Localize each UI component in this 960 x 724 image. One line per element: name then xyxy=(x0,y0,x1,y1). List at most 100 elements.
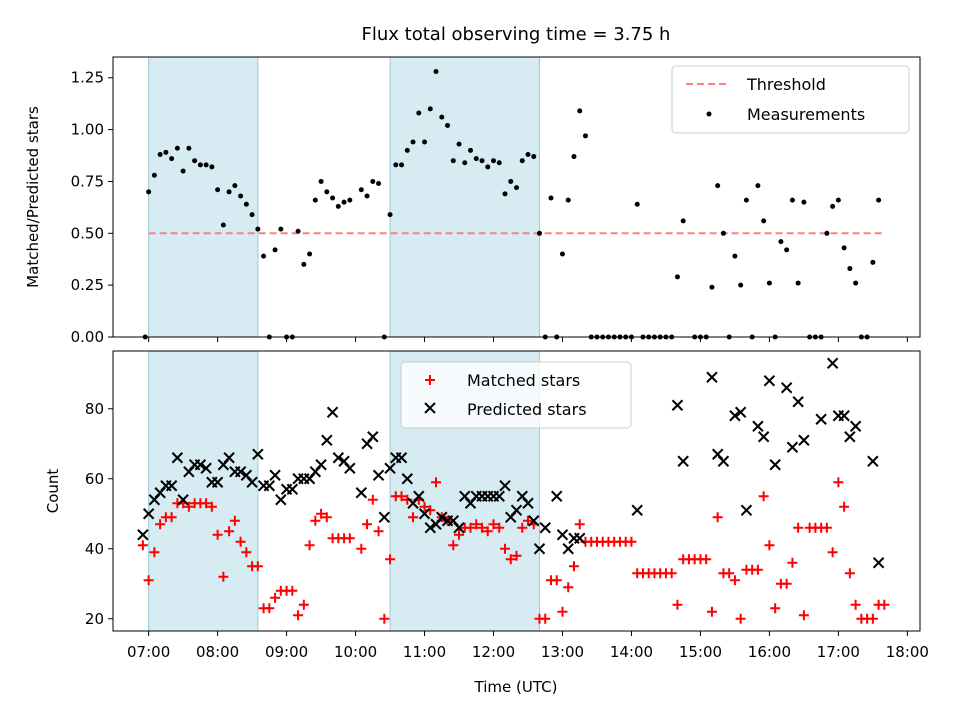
predicted-star-point xyxy=(413,490,425,502)
measurement-point xyxy=(548,195,554,201)
matched-star-point xyxy=(839,501,850,512)
measurement-point xyxy=(847,266,853,272)
measurement-point xyxy=(824,230,830,236)
measurement-point xyxy=(255,226,261,232)
measurement-point xyxy=(318,178,324,184)
measurement-point xyxy=(565,197,571,203)
measurement-point xyxy=(445,122,451,128)
measurement-point xyxy=(582,133,588,139)
measurement-point xyxy=(416,110,422,116)
bottom-y-axis-label: Count xyxy=(44,469,62,514)
bottom-x-tick-label: 17:00 xyxy=(817,643,860,661)
predicted-star-point xyxy=(223,452,235,464)
bottom-x-tick-label: 10:00 xyxy=(334,643,377,661)
measurement-point xyxy=(674,274,680,280)
matched-star-point xyxy=(362,519,373,530)
bottom-x-tick-label: 07:00 xyxy=(127,643,170,661)
predicted-star-point xyxy=(562,543,574,555)
measurement-point xyxy=(433,69,439,75)
measurement-point xyxy=(335,203,341,209)
predicted-star-point xyxy=(246,476,258,488)
bottom-x-axis-label: Time (UTC) xyxy=(474,678,558,696)
measurement-point xyxy=(174,145,180,151)
matched-star-point xyxy=(229,515,240,526)
matched-star-point xyxy=(379,613,390,624)
measurement-point xyxy=(559,251,565,257)
predicted-star-point xyxy=(367,431,379,443)
top-panel: Flux total observing time = 3.75 h 0.000… xyxy=(24,24,921,346)
matched-star-point xyxy=(879,599,890,610)
matched-star-point xyxy=(867,613,878,624)
predicted-star-point xyxy=(384,462,396,474)
measurement-point xyxy=(151,172,157,178)
predicted-star-point xyxy=(769,459,781,471)
matched-star-point xyxy=(551,575,562,586)
shaded-interval xyxy=(389,56,540,338)
legend-matched-swatch xyxy=(425,375,435,385)
bottom-x-tick-label: 08:00 xyxy=(196,643,239,661)
measurement-point xyxy=(370,178,376,184)
predicted-star-point xyxy=(631,504,643,516)
legend-predicted-label: Predicted stars xyxy=(467,400,587,419)
matched-star-point xyxy=(431,477,442,488)
matched-star-point xyxy=(293,610,304,621)
matched-star-point xyxy=(557,606,568,617)
top-chart-title: Flux total observing time = 3.75 h xyxy=(362,24,671,45)
predicted-star-point xyxy=(344,462,356,474)
predicted-star-point xyxy=(729,410,741,422)
measurement-point xyxy=(720,230,726,236)
predicted-star-point xyxy=(234,466,247,478)
measurement-point xyxy=(192,158,198,164)
measurement-point xyxy=(249,212,255,218)
matched-star-point xyxy=(850,599,861,610)
predicted-star-point xyxy=(786,441,799,453)
predicted-star-point xyxy=(510,504,523,516)
top-y-ticks: 0.00 0.25 0.50 0.75 1.00 1.25 xyxy=(71,69,113,346)
matched-star-point xyxy=(770,603,781,614)
measurement-point xyxy=(766,280,772,286)
measurement-point xyxy=(422,139,428,145)
matched-star-point xyxy=(574,519,585,530)
matched-star-point xyxy=(264,603,275,614)
measurement-point xyxy=(738,282,744,288)
measurement-point xyxy=(496,160,502,166)
matched-star-point xyxy=(821,522,832,533)
top-shaded-intervals xyxy=(148,56,540,338)
matched-star-point xyxy=(764,540,775,551)
matched-star-point xyxy=(316,508,327,519)
top-y-tick-label: 0.25 xyxy=(71,276,104,294)
measurement-point xyxy=(243,201,249,207)
matched-star-point xyxy=(270,592,281,603)
predicted-star-point xyxy=(844,431,856,443)
matched-star-point xyxy=(517,522,528,533)
measurement-point xyxy=(324,189,330,195)
matched-star-point xyxy=(201,498,212,509)
matched-star-point xyxy=(304,540,315,551)
matched-star-point xyxy=(522,515,533,526)
matched-star-point xyxy=(477,522,488,533)
measurement-point xyxy=(307,251,313,257)
measurement-point xyxy=(180,168,186,174)
bottom-predicted-points xyxy=(137,357,885,569)
measurement-point xyxy=(502,191,508,197)
bottom-axes-frame xyxy=(112,350,921,632)
matched-star-point xyxy=(540,613,551,624)
measurement-point xyxy=(715,183,721,189)
matched-star-point xyxy=(511,550,522,561)
predicted-star-point xyxy=(849,420,862,432)
measurement-point xyxy=(450,158,456,164)
measurement-point xyxy=(485,164,491,170)
predicted-star-point xyxy=(315,459,327,471)
legend-matched-label: Matched stars xyxy=(467,371,580,390)
matched-star-point xyxy=(321,512,332,523)
measurement-point xyxy=(215,187,221,193)
predicted-star-point xyxy=(321,434,333,446)
predicted-star-point xyxy=(757,431,770,443)
predicted-star-point xyxy=(677,455,689,467)
matched-star-point xyxy=(488,519,499,530)
bottom-y-ticks: 20 40 60 80 xyxy=(85,400,113,628)
predicted-star-point xyxy=(522,497,534,509)
measurement-point xyxy=(743,197,749,203)
predicted-star-point xyxy=(752,420,764,432)
